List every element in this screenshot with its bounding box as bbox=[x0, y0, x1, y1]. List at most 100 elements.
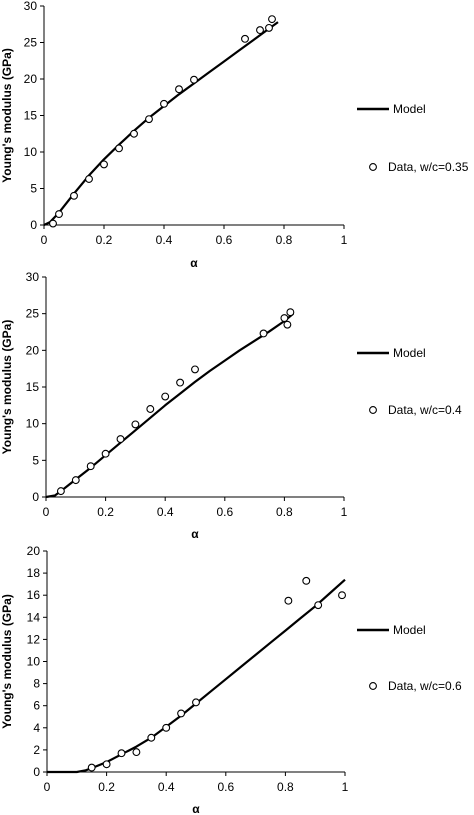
y-tick-label: 25 bbox=[26, 307, 40, 321]
data-point bbox=[176, 378, 185, 387]
data-point bbox=[145, 115, 153, 124]
data-point bbox=[146, 405, 155, 413]
y-tick-label: 12 bbox=[27, 632, 41, 646]
y-axis-label: Young's modulus (GPa) bbox=[0, 320, 14, 455]
y-tick-label: 30 bbox=[26, 270, 40, 284]
x-axis-label: α bbox=[191, 527, 199, 541]
y-tick-label: 20 bbox=[26, 343, 40, 357]
data-point bbox=[115, 144, 123, 153]
data-point bbox=[175, 85, 183, 94]
x-tick-label: 0 bbox=[44, 780, 51, 794]
data-point bbox=[132, 748, 141, 757]
legend-marker-swatch bbox=[369, 406, 377, 414]
x-tick-label: 0 bbox=[41, 233, 48, 247]
model-line bbox=[47, 578, 346, 774]
legend-marker-swatch bbox=[369, 163, 377, 171]
x-tick-label: 1 bbox=[342, 780, 349, 794]
data-point bbox=[100, 160, 108, 169]
y-tick-label: 20 bbox=[24, 72, 38, 86]
data-point bbox=[302, 576, 311, 585]
legend-label-model: Model bbox=[393, 346, 426, 360]
y-tick-label: 16 bbox=[27, 588, 41, 602]
data-point bbox=[85, 175, 93, 183]
legend-label-data: Data, w/c=0.4 bbox=[388, 403, 462, 417]
data-point bbox=[86, 462, 95, 471]
data-point bbox=[116, 435, 125, 444]
y-tick-label: 10 bbox=[26, 417, 40, 431]
x-tick-label: 0 bbox=[43, 505, 50, 519]
x-tick-label: 0.6 bbox=[216, 233, 233, 247]
legend-marker-swatch bbox=[369, 682, 377, 690]
data-point bbox=[283, 320, 292, 329]
y-tick-label: 6 bbox=[33, 699, 40, 713]
data-point bbox=[177, 709, 186, 718]
x-tick-label: 0.6 bbox=[217, 780, 234, 794]
y-axis-label: Young's modulus (GPa) bbox=[0, 48, 14, 183]
x-tick-label: 1 bbox=[341, 233, 348, 247]
data-point bbox=[71, 476, 80, 485]
data-point bbox=[130, 129, 138, 138]
y-tick-label: 8 bbox=[33, 677, 40, 691]
y-tick-label: 0 bbox=[32, 490, 39, 504]
x-tick-label: 0.2 bbox=[98, 780, 115, 794]
data-point bbox=[160, 99, 168, 108]
y-tick-label: 20 bbox=[27, 544, 41, 558]
data-point bbox=[49, 219, 57, 228]
y-axis-label: Young's modulus (GPa) bbox=[0, 594, 14, 729]
x-tick-label: 0.8 bbox=[276, 505, 293, 519]
y-tick-label: 5 bbox=[32, 453, 39, 467]
data-point bbox=[284, 596, 293, 605]
model-line bbox=[43, 21, 279, 226]
y-tick-label: 25 bbox=[24, 36, 38, 50]
chart-panel-3: 0 0.2 0.4 0.6 0.8 102468101214161820αYoung's … bbox=[0, 544, 462, 815]
data-point bbox=[280, 314, 289, 323]
x-tick-label: 0.4 bbox=[158, 780, 175, 794]
data-point bbox=[161, 392, 170, 401]
x-tick-label: 0.8 bbox=[276, 233, 293, 247]
legend-label-data: Data, w/c=0.35 bbox=[388, 160, 469, 174]
data-point bbox=[131, 420, 140, 429]
data-point bbox=[192, 698, 200, 707]
y-tick-label: 4 bbox=[33, 721, 40, 735]
y-tick-label: 18 bbox=[27, 566, 41, 580]
x-tick-label: 0.2 bbox=[96, 233, 113, 247]
y-tick-label: 15 bbox=[26, 380, 40, 394]
y-tick-label: 10 bbox=[27, 655, 41, 669]
data-point bbox=[56, 487, 65, 496]
y-tick-label: 15 bbox=[24, 109, 38, 123]
y-tick-label: 0 bbox=[33, 765, 40, 779]
legend-label-model: Model bbox=[393, 623, 426, 637]
data-point bbox=[147, 733, 156, 742]
data-point bbox=[117, 749, 126, 758]
data-point bbox=[241, 34, 249, 43]
data-point bbox=[268, 15, 276, 24]
x-tick-label: 0.6 bbox=[216, 505, 233, 519]
data-point bbox=[286, 308, 295, 317]
x-tick-label: 0.8 bbox=[277, 780, 294, 794]
x-tick-label: 0.4 bbox=[156, 233, 173, 247]
data-point bbox=[55, 210, 63, 219]
y-tick-label: 5 bbox=[30, 182, 37, 196]
y-tick-label: 0 bbox=[30, 218, 37, 232]
x-tick-label: 1 bbox=[341, 505, 348, 519]
legend-label-data: Data, w/c=0.6 bbox=[388, 679, 462, 693]
y-tick-label: 2 bbox=[33, 743, 40, 757]
data-point bbox=[256, 26, 264, 35]
y-tick-label: 14 bbox=[27, 610, 41, 624]
data-point bbox=[190, 75, 198, 84]
data-point bbox=[259, 329, 268, 338]
data-point bbox=[191, 365, 199, 374]
data-point bbox=[338, 591, 346, 600]
data-point bbox=[102, 760, 111, 769]
data-point bbox=[265, 23, 273, 32]
y-tick-label: 10 bbox=[24, 145, 38, 159]
x-tick-label: 0.4 bbox=[157, 505, 174, 519]
legend-label-model: Model bbox=[393, 102, 426, 116]
x-axis-label: α bbox=[192, 802, 200, 815]
data-point bbox=[162, 723, 171, 732]
data-point bbox=[101, 449, 110, 458]
x-tick-label: 0.2 bbox=[97, 505, 114, 519]
